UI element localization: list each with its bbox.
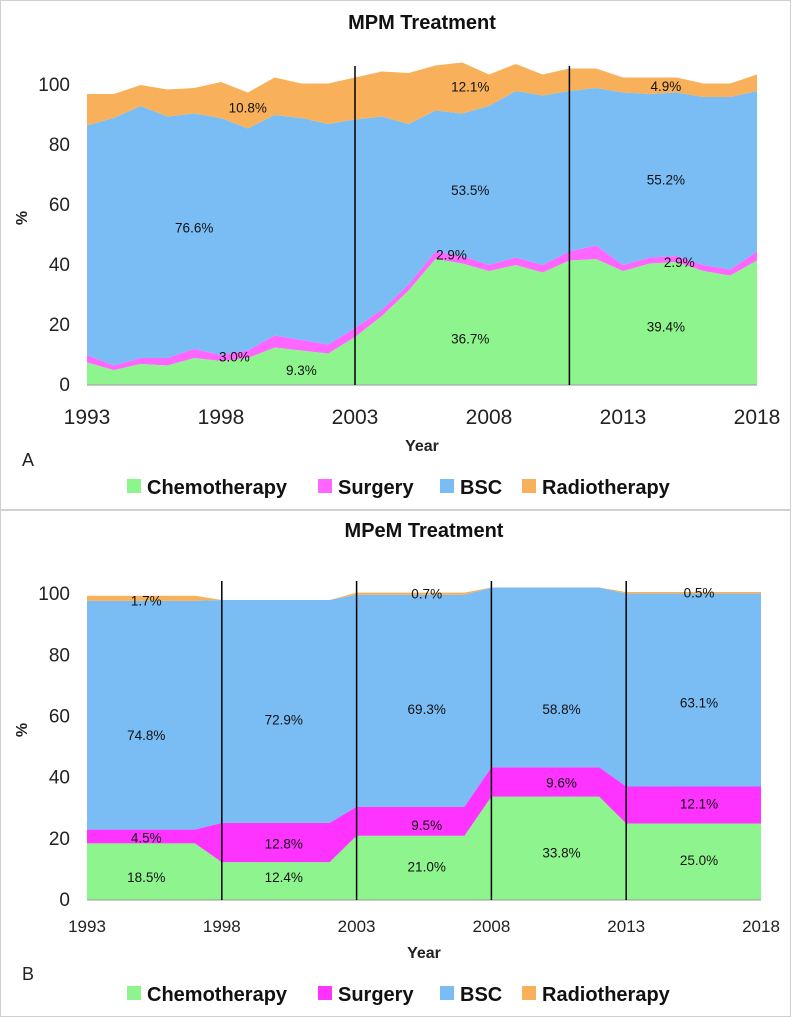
legend-label: Surgery xyxy=(338,984,414,1006)
area-surgery xyxy=(87,767,761,863)
area-radiotherapy xyxy=(87,587,761,601)
legend: Chemotherapy Surgery BSC Radiotherapy xyxy=(127,477,671,499)
y-tick-label: 80 xyxy=(49,645,70,666)
legend: Chemotherapy Surgery BSC Radiotherapy xyxy=(127,984,671,1006)
legend-swatch-bsc xyxy=(440,479,454,493)
area-surgery xyxy=(87,245,757,370)
legend-swatch-surgery xyxy=(318,986,332,1000)
y-axis-label: % xyxy=(14,211,31,225)
area-bsc xyxy=(87,88,757,366)
data-label: 39.4% xyxy=(647,320,685,335)
data-label: 4.9% xyxy=(650,79,681,94)
x-tick-label: 2008 xyxy=(466,406,513,429)
legend-swatch-radiotherapy xyxy=(522,986,536,1000)
x-tick-label: 1998 xyxy=(198,406,245,429)
legend-swatch-chemotherapy xyxy=(127,986,141,1000)
data-label: 74.8% xyxy=(127,728,165,743)
legend-label: Chemotherapy xyxy=(147,984,288,1006)
data-label: 9.3% xyxy=(286,363,317,378)
legend-label: Radiotherapy xyxy=(542,477,671,499)
data-label: 69.3% xyxy=(408,702,446,717)
data-label: 2.9% xyxy=(436,248,467,263)
data-label: 18.5% xyxy=(127,870,165,885)
chart-title: MPeM Treatment xyxy=(345,520,504,542)
x-tick-label: 2013 xyxy=(607,917,645,936)
x-axis-label: Year xyxy=(407,945,441,962)
data-label: 12.4% xyxy=(265,870,303,885)
data-label: 58.8% xyxy=(542,702,580,717)
data-label: 76.6% xyxy=(175,221,213,236)
area-chemotherapy xyxy=(87,796,761,900)
x-tick-label: 2018 xyxy=(742,917,780,936)
data-label: 36.7% xyxy=(451,332,489,347)
data-label: 55.2% xyxy=(647,173,685,188)
area-radiotherapy xyxy=(87,62,757,129)
data-label: 10.8% xyxy=(229,101,267,116)
x-tick-label: 2013 xyxy=(600,406,647,429)
y-tick-label: 40 xyxy=(49,255,70,276)
legend-swatch-surgery xyxy=(318,479,332,493)
y-tick-label: 100 xyxy=(38,584,70,605)
y-tick-label: 60 xyxy=(49,195,70,216)
y-tick-label: 100 xyxy=(38,75,70,96)
legend-label: BSC xyxy=(460,477,502,499)
legend-label: Chemotherapy xyxy=(147,477,288,499)
panel-label: A xyxy=(22,450,34,470)
legend-swatch-bsc xyxy=(440,986,454,1000)
chart-panel-a: 0 20 40 60 80 100 1993 1998 2003 2008 2013 2018 10.8… xyxy=(14,12,780,499)
data-label: 33.8% xyxy=(542,846,580,861)
legend-label: Radiotherapy xyxy=(542,984,671,1006)
area-chemotherapy xyxy=(87,259,757,385)
data-label: 2.9% xyxy=(664,255,695,270)
y-tick-label: 0 xyxy=(59,890,70,911)
data-label: 53.5% xyxy=(451,183,489,198)
x-tick-label: 1993 xyxy=(68,917,106,936)
y-tick-label: 80 xyxy=(49,135,70,156)
data-label: 1.7% xyxy=(131,593,162,608)
x-tick-label: 1998 xyxy=(203,917,241,936)
data-label: 4.5% xyxy=(131,830,162,845)
data-label: 0.5% xyxy=(684,586,715,601)
data-label: 25.0% xyxy=(680,853,718,868)
y-tick-label: 20 xyxy=(49,829,70,850)
y-tick-label: 20 xyxy=(49,315,70,336)
data-label: 3.0% xyxy=(219,350,250,365)
data-label: 72.9% xyxy=(265,713,303,728)
chart-panel-b: 0 20 40 60 80 100 1993 1998 2003 2008 2013 2018 1.7%… xyxy=(14,520,780,1006)
area-bsc xyxy=(87,587,761,830)
x-tick-label: 1993 xyxy=(64,406,111,429)
data-label: 12.1% xyxy=(451,80,489,95)
y-tick-label: 0 xyxy=(59,375,70,396)
x-axis-label: Year xyxy=(405,438,439,455)
data-label: 63.1% xyxy=(680,696,718,711)
y-tick-label: 40 xyxy=(49,768,70,789)
panel-a-frame xyxy=(0,0,791,510)
data-label: 0.7% xyxy=(411,587,442,602)
x-tick-label: 2003 xyxy=(332,406,379,429)
data-label: 9.5% xyxy=(411,818,442,833)
legend-swatch-radiotherapy xyxy=(522,479,536,493)
y-axis-label: % xyxy=(14,723,31,737)
legend-swatch-chemotherapy xyxy=(127,479,141,493)
x-tick-label: 2018 xyxy=(734,406,781,429)
data-label: 21.0% xyxy=(408,859,446,874)
legend-label: BSC xyxy=(460,984,502,1006)
chart-title: MPM Treatment xyxy=(348,12,496,34)
legend-label: Surgery xyxy=(338,477,414,499)
panel-label: B xyxy=(22,964,34,984)
x-tick-label: 2008 xyxy=(472,917,510,936)
data-label: 12.8% xyxy=(265,836,303,851)
data-label: 12.1% xyxy=(680,797,718,812)
data-label: 9.6% xyxy=(546,775,577,790)
y-tick-label: 60 xyxy=(49,707,70,728)
x-tick-label: 2003 xyxy=(338,917,376,936)
